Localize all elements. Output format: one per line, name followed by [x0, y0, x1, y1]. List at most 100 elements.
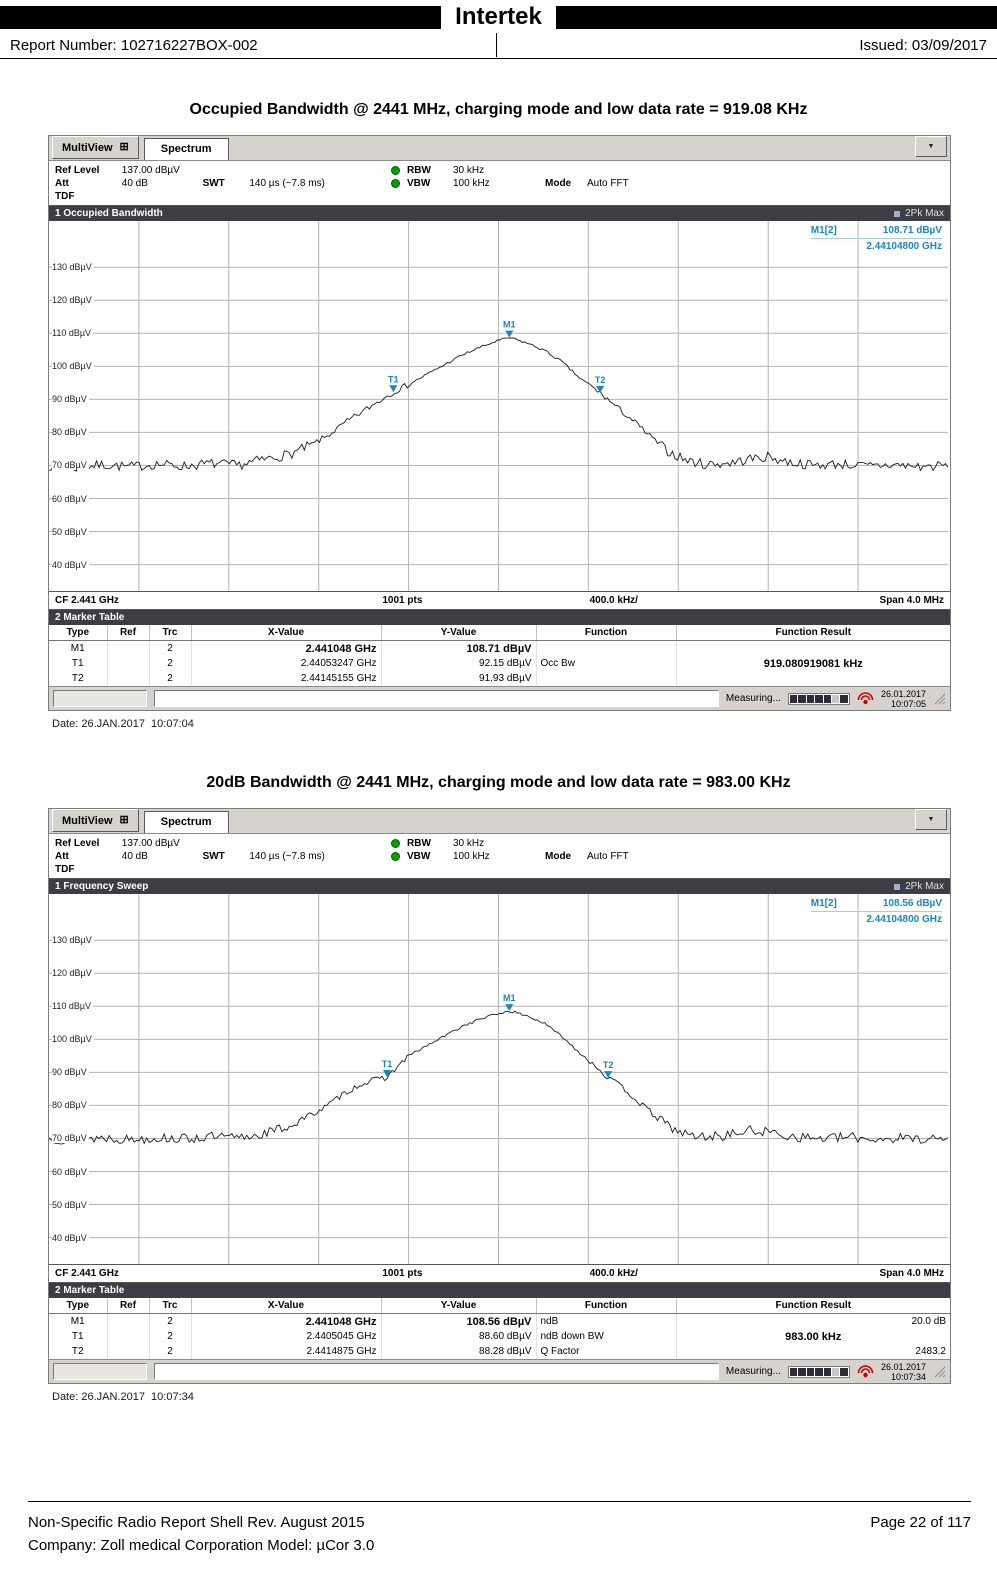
marker-readout: M1[2] 108.56 dBµV 2.44104800 GHz [810, 898, 942, 925]
status-field-left [53, 690, 147, 707]
cell-trc: 2 [149, 656, 192, 671]
vbw-led-icon [391, 179, 400, 188]
marker-table-header-row: Type Ref Trc X-Value Y-Value Function Fu… [49, 625, 950, 641]
y-axis-tick-label: 80 dBµV [52, 427, 89, 438]
y-axis-tick-label: 50 dBµV [52, 1199, 89, 1210]
y-axis-tick-label: 90 dBµV [52, 1067, 89, 1078]
footer-rule [28, 1501, 971, 1502]
window-dropdown-button[interactable]: ▼ [915, 136, 947, 157]
resize-grip-icon[interactable] [933, 1365, 946, 1378]
marker-table-titlebar: 2 Marker Table [49, 609, 950, 625]
y-axis-tick-label: 50 dBµV [52, 526, 89, 537]
cell-ref [107, 671, 150, 686]
cell-ref [107, 1344, 150, 1359]
span-label: Span 4.0 MHz [879, 595, 944, 606]
status-red-alert-icon [857, 692, 874, 705]
status-datetime: 26.01.2017 10:07:05 [881, 689, 926, 709]
marker-readout-name: M1[2] [810, 225, 837, 236]
col-type-header: Type [49, 1298, 108, 1314]
cell-x-value: 2.44145155 GHz [191, 671, 382, 686]
ref-level-label: Ref Level [55, 165, 100, 176]
cell-type: M1 [49, 640, 108, 656]
per-division-label: 400.0 kHz/ [589, 1268, 638, 1279]
tab-spectrum[interactable]: Spectrum [143, 811, 229, 833]
status-red-alert-icon [857, 1365, 874, 1378]
marker-table-row: T1 2 2.44053247 GHz 92.15 dBµV Occ Bw 91… [49, 656, 950, 671]
y-axis-tick-label: 80 dBµV [52, 1100, 89, 1111]
col-trc-header: Trc [149, 625, 192, 641]
mode-value: Auto FFT [587, 851, 629, 862]
spectrum-analyzer-window-2: MultiView ⊞ Spectrum ▼ Ref Level 137.00 … [48, 808, 951, 1384]
chevron-down-icon: ▼ [927, 816, 935, 823]
cell-ref [107, 1329, 150, 1344]
rbw-label: RBW [407, 165, 431, 176]
cell-ref [107, 1313, 150, 1329]
cell-function-result: 983.00 kHz [785, 1330, 842, 1343]
status-time: 10:07:34 [890, 1371, 926, 1382]
cell-type: T1 [49, 1329, 108, 1344]
cell-function-result [676, 671, 950, 686]
cell-function-result: 20.0 dB [911, 1316, 946, 1327]
rbw-label: RBW [407, 838, 431, 849]
cell-function [536, 671, 677, 686]
cell-function: ndB down BW [536, 1329, 677, 1344]
x-axis-bar: CF 2.441 GHz 1001 pts 400.0 kHz/ Span 4.… [49, 1264, 950, 1282]
marker-table-titlebar: 2 Marker Table [49, 1282, 950, 1298]
swt-label: SWT [202, 178, 225, 189]
cell-ref [107, 640, 150, 656]
mode-label: Mode [545, 178, 572, 189]
cell-function: Occ Bw [536, 656, 677, 671]
cell-y-value: 108.56 dBµV [381, 1313, 537, 1329]
cell-function-result: 2483.2 [915, 1346, 946, 1357]
brand-bar-right [555, 5, 997, 29]
vbw-value: 100 kHz [453, 851, 490, 862]
x-axis-bar: CF 2.441 GHz 1001 pts 400.0 kHz/ Span 4.… [49, 591, 950, 609]
cell-type: T1 [49, 656, 108, 671]
y-axis-tick-label: 40 dBµV [52, 559, 89, 570]
resize-grip-icon[interactable] [933, 692, 946, 705]
y-axis-tick-label: 90 dBµV [52, 394, 89, 405]
col-type-header: Type [49, 625, 108, 641]
tab-spectrum[interactable]: Spectrum [143, 138, 229, 160]
ref-level-value: 137.00 dBµV [121, 838, 180, 849]
y-axis-tick-label: 100 dBµV [52, 1034, 94, 1045]
grid-icon: ⊞ [119, 141, 129, 153]
cell-type: M1 [49, 1313, 108, 1329]
marker-table-row: M1 2 2.441048 GHz 108.71 dBµV [49, 640, 950, 656]
spectrum-plot: M1 T1 T2 M1[2] 108.71 dBµV 2.44104800 GHz … [49, 221, 950, 591]
vbw-led-icon [391, 852, 400, 861]
measuring-label: Measuring... [725, 693, 781, 704]
cell-function: Q Factor [536, 1344, 677, 1359]
ref-level-label: Ref Level [55, 838, 100, 849]
y-axis-tick-label: 130 dBµV [52, 262, 94, 273]
swt-value: 140 µs (~7.8 ms) [249, 178, 325, 189]
marker-readout: M1[2] 108.71 dBµV 2.44104800 GHz [810, 225, 942, 252]
marker-table-row: T2 2 2.4414875 GHz 88.28 dBµV Q Factor 2… [49, 1344, 950, 1359]
tdf-label: TDF [55, 864, 75, 875]
brand-header: Intertek [0, 2, 997, 32]
cell-type: T2 [49, 1344, 108, 1359]
marker-readout-freq: 2.44104800 GHz [866, 914, 942, 925]
figure-title-2: 20dB Bandwidth @ 2441 MHz, charging mode… [206, 774, 791, 791]
grid-icon: ⊞ [119, 814, 129, 826]
spectrum-analyzer-window-1: MultiView ⊞ Spectrum ▼ Ref Level 137.00 … [48, 135, 951, 711]
footer-company-model: Company: Zoll medical Corporation Model:… [28, 1537, 375, 1554]
status-field-left [53, 1363, 147, 1380]
spectrum-trace-canvas: M1 T1 T2 [49, 894, 948, 1264]
svg-text:T2: T2 [595, 375, 606, 385]
multiview-button[interactable]: MultiView ⊞ [52, 136, 139, 159]
ref-level-value: 137.00 dBµV [121, 165, 180, 176]
col-trc-header: Trc [149, 1298, 192, 1314]
center-frequency-label: CF 2.441 GHz [55, 1268, 119, 1279]
multiview-button[interactable]: MultiView ⊞ [52, 809, 139, 832]
cell-x-value: 2.4414875 GHz [191, 1344, 382, 1359]
marker-readout-level: 108.71 dBµV [882, 225, 942, 236]
window-dropdown-button[interactable]: ▼ [915, 809, 947, 830]
svg-text:M1: M1 [503, 320, 516, 330]
swt-label: SWT [202, 851, 225, 862]
spectrum-plot: M1 T1 T2 M1[2] 108.56 dBµV 2.44104800 GHz … [49, 894, 950, 1264]
issued-date: Issued: 03/09/2017 [859, 36, 987, 54]
brand-logo-text: Intertek [455, 3, 542, 30]
chart-titlebar: 1 Occupied Bandwidth 2Pk Max [49, 206, 950, 221]
cell-trc: 2 [149, 1329, 192, 1344]
